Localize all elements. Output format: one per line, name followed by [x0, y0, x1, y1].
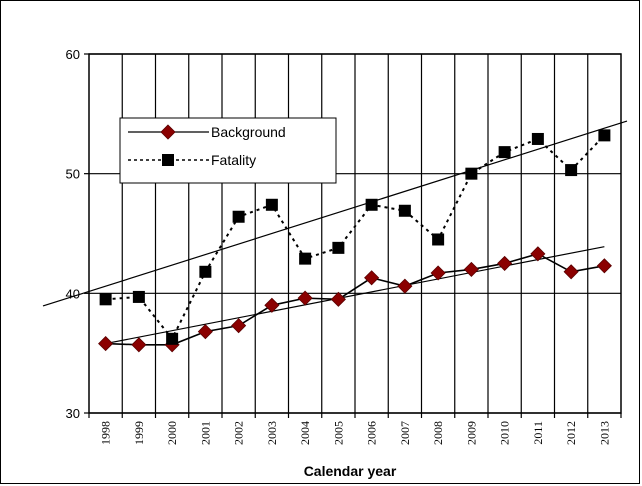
data-point-fatality — [398, 204, 411, 217]
x-tick-label: 2010 — [498, 421, 512, 445]
trendline-background — [105, 246, 605, 345]
series-lines — [105, 134, 606, 346]
x-tick-label: 2006 — [365, 421, 379, 445]
x-tick-label: 1998 — [99, 421, 113, 445]
x-tick-label: 2012 — [564, 421, 578, 445]
data-point-background — [530, 246, 546, 262]
x-tick-label: 2003 — [265, 421, 279, 445]
data-point-background — [264, 297, 280, 313]
x-tick-label: 1999 — [132, 421, 146, 445]
data-point-fatality — [498, 146, 511, 159]
legend-marker-background — [160, 124, 176, 140]
data-point-background — [131, 337, 147, 353]
x-tick-label: 2007 — [398, 421, 412, 445]
data-point-fatality — [265, 198, 278, 211]
x-tick-label: 2002 — [232, 421, 246, 445]
x-tick-label: 2013 — [597, 421, 611, 445]
y-axis-ticks: 30 40 50 60 — [66, 47, 89, 421]
data-point-fatality — [99, 293, 112, 306]
data-point-fatality — [432, 233, 445, 246]
data-point-fatality — [166, 332, 179, 345]
data-point-background — [563, 264, 579, 280]
data-point-background — [497, 255, 513, 271]
data-point-fatality — [565, 164, 578, 177]
x-tick-label: 2005 — [331, 421, 345, 445]
x-tick-label: 2004 — [298, 421, 312, 445]
data-point-fatality — [332, 241, 345, 254]
data-point-background — [430, 265, 446, 281]
y-tick-label: 40 — [66, 286, 80, 301]
x-tick-label: 2000 — [165, 421, 179, 445]
trendlines — [42, 120, 628, 345]
data-point-fatality — [465, 167, 478, 180]
series-line-fatality — [105, 134, 606, 341]
legend-label-background: Background — [211, 124, 286, 140]
data-point-background — [98, 336, 114, 352]
legend-label-fatality: Fatality — [211, 152, 256, 168]
x-axis-label: Calendar year — [304, 463, 397, 479]
legend-marker-fatality — [162, 154, 174, 166]
x-tick-label: 2001 — [198, 421, 212, 445]
grid — [89, 53, 621, 414]
trendline-fatality — [42, 120, 628, 307]
x-axis-ticks: 1998 1999 2000 2001 2002 2003 2004 2005 2006 2007… — [88, 413, 622, 445]
data-point-fatality — [132, 290, 145, 303]
legend-box — [119, 117, 337, 184]
x-tick-label: 2008 — [431, 421, 445, 445]
data-point-fatality — [365, 198, 378, 211]
data-point-background — [197, 324, 213, 340]
data-point-fatality — [199, 265, 212, 278]
data-point-background — [297, 290, 313, 306]
data-point-fatality — [299, 252, 312, 265]
data-point-background — [397, 278, 413, 294]
x-tick-label: 2011 — [531, 421, 545, 445]
series-line-background — [105, 252, 605, 346]
y-tick-label: 30 — [66, 406, 80, 421]
data-point-background — [330, 291, 346, 307]
data-point-fatality — [232, 210, 245, 223]
y-tick-label: 60 — [66, 47, 80, 62]
data-point-background — [364, 270, 380, 286]
legend: Background Fatality — [119, 117, 337, 184]
data-point-fatality — [531, 132, 544, 145]
data-point-background — [463, 261, 479, 277]
data-point-fatality — [598, 129, 611, 142]
series-markers — [98, 129, 612, 353]
data-point-background — [231, 318, 247, 334]
y-tick-label: 50 — [66, 167, 80, 182]
data-point-background — [596, 258, 612, 274]
x-tick-label: 2009 — [464, 421, 478, 445]
